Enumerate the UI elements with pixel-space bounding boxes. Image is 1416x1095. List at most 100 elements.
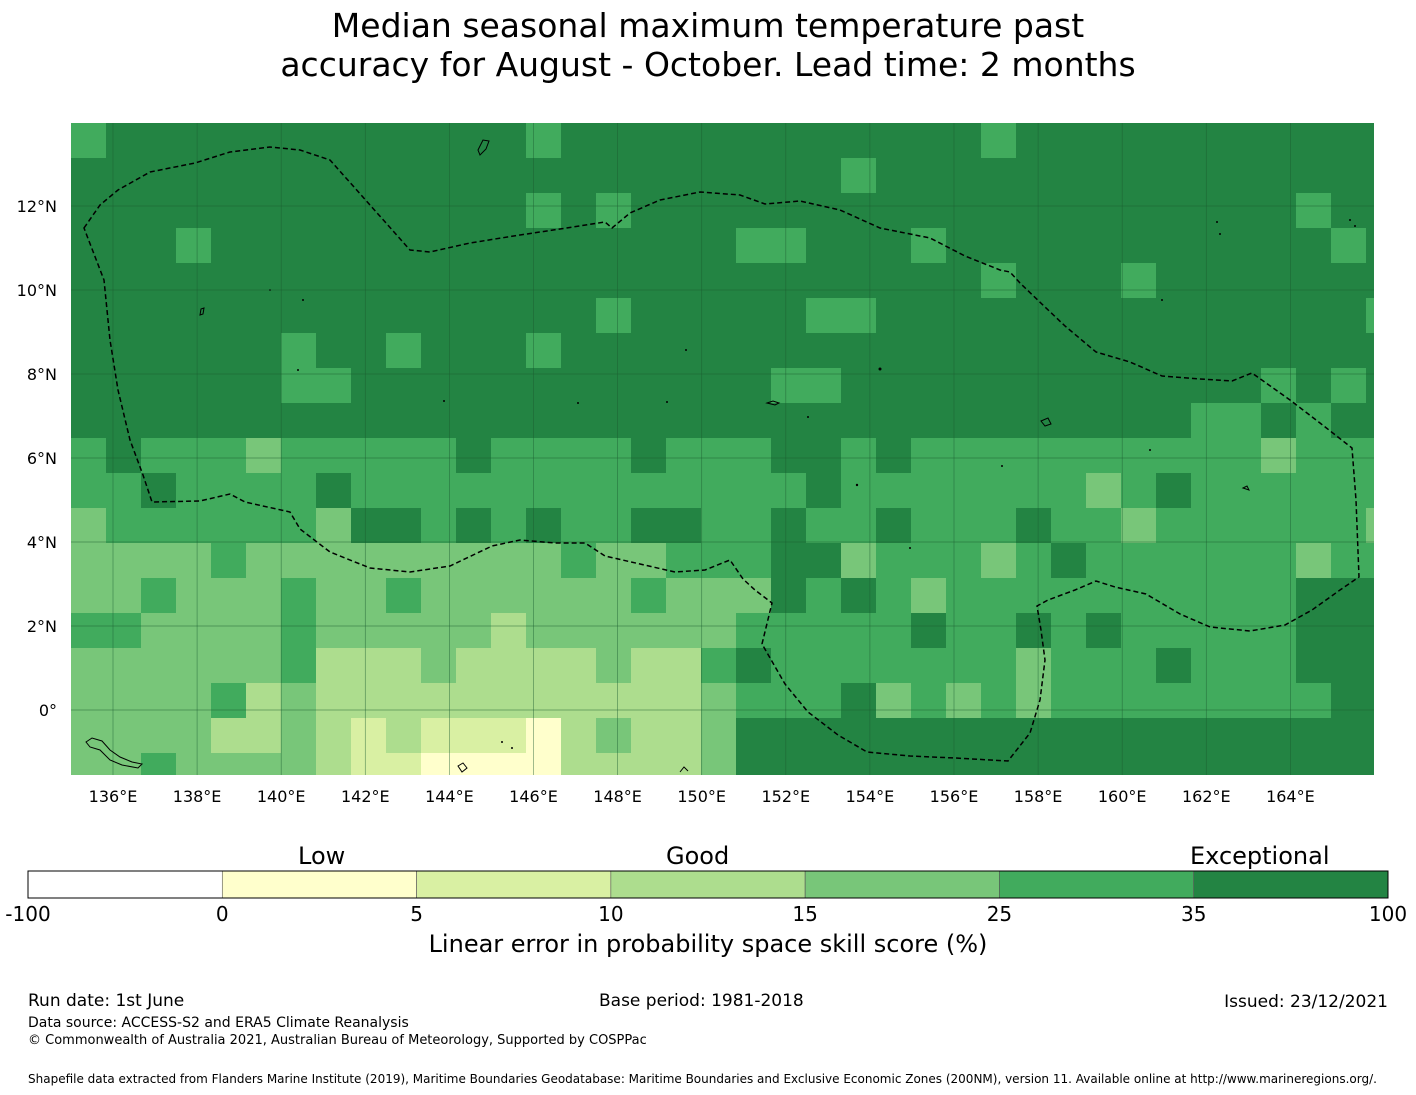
- skill-cell: [246, 403, 282, 439]
- skill-cell: [631, 403, 667, 439]
- skill-cell: [246, 368, 282, 404]
- skill-cell: [316, 228, 352, 264]
- skill-cell: [1296, 123, 1332, 159]
- skill-cell: [1121, 438, 1157, 474]
- skill-cell: [281, 578, 317, 614]
- skill-cell: [1191, 368, 1227, 404]
- skill-cell: [281, 193, 317, 229]
- skill-cell: [1051, 508, 1087, 544]
- skill-cell: [561, 123, 597, 159]
- skill-cell: [841, 543, 877, 579]
- skill-cell: [806, 508, 842, 544]
- skill-cell: [1226, 403, 1262, 439]
- skill-cell: [1086, 718, 1122, 754]
- skill-cell: [1121, 158, 1157, 194]
- skill-cell: [1016, 333, 1052, 369]
- copyright: © Commonwealth of Australia 2021, Austra…: [28, 1033, 647, 1048]
- skill-cell: [281, 123, 317, 159]
- skill-cell: [211, 543, 247, 579]
- skill-cell: [1261, 508, 1297, 544]
- skill-cell: [666, 753, 702, 775]
- skill-cell: [701, 438, 737, 474]
- skill-cell: [386, 578, 422, 614]
- skill-cell: [1051, 718, 1087, 754]
- island-png-coast: [85, 737, 144, 769]
- skill-cell: [1191, 158, 1227, 194]
- skill-cell: [176, 298, 212, 334]
- skill-cell: [176, 403, 212, 439]
- skill-cell: [1121, 753, 1157, 775]
- skill-cell: [841, 158, 877, 194]
- skill-cell: [106, 298, 142, 334]
- skill-cell: [1261, 158, 1297, 194]
- skill-cell: [1086, 473, 1122, 509]
- skill-cell: [1156, 193, 1192, 229]
- skill-cell: [456, 368, 492, 404]
- skill-cell: [981, 123, 1017, 159]
- skill-cell: [1296, 508, 1332, 544]
- skill-cell: [1086, 543, 1122, 579]
- skill-cell: [316, 263, 352, 299]
- skill-cell: [631, 298, 667, 334]
- skill-cell: [1331, 718, 1367, 754]
- skill-cell: [736, 508, 772, 544]
- skill-cell: [316, 613, 352, 649]
- skill-cell: [631, 263, 667, 299]
- skill-cell: [561, 613, 597, 649]
- skill-cell: [526, 473, 562, 509]
- skill-cell: [491, 193, 527, 229]
- skill-cell: [771, 753, 807, 775]
- skill-grid: [71, 123, 1374, 775]
- skill-cell: [281, 683, 317, 719]
- skill-cell: [491, 158, 527, 194]
- skill-cell: [946, 263, 982, 299]
- skill-cell: [771, 613, 807, 649]
- skill-cell: [1156, 438, 1192, 474]
- skill-cell: [1226, 298, 1262, 334]
- skill-cell: [246, 228, 282, 264]
- skill-cell: [456, 473, 492, 509]
- skill-cell: [1191, 228, 1227, 264]
- skill-cell: [106, 753, 142, 775]
- skill-cell: [701, 613, 737, 649]
- skill-cell: [806, 648, 842, 684]
- skill-cell: [176, 438, 212, 474]
- skill-cell: [106, 403, 142, 439]
- skill-cell: [246, 718, 282, 754]
- skill-cell: [1366, 718, 1374, 754]
- skill-cell: [946, 683, 982, 719]
- skill-cell: [666, 193, 702, 229]
- skill-cell: [1366, 508, 1374, 544]
- skill-cell: [666, 263, 702, 299]
- colorbar-bin: [221, 870, 417, 899]
- skill-cell: [1121, 368, 1157, 404]
- title-line-2: accuracy for August - October. Lead time…: [280, 45, 1136, 84]
- skill-cell: [1366, 333, 1374, 369]
- skill-cell: [1156, 718, 1192, 754]
- skill-cell: [596, 718, 632, 754]
- skill-cell: [946, 228, 982, 264]
- skill-cell: [351, 368, 387, 404]
- skill-cell: [771, 648, 807, 684]
- skill-cell: [1156, 613, 1192, 649]
- skill-cell: [316, 438, 352, 474]
- skill-cell: [666, 333, 702, 369]
- skill-cell: [71, 753, 107, 775]
- skill-cell: [316, 508, 352, 544]
- skill-cell: [71, 228, 107, 264]
- skill-cell: [1156, 578, 1192, 614]
- run-date: Run date: 1st June: [28, 991, 185, 1011]
- skill-cell: [1121, 298, 1157, 334]
- skill-cell: [841, 263, 877, 299]
- skill-cell: [701, 333, 737, 369]
- skill-cell: [421, 228, 457, 264]
- skill-cell: [876, 718, 912, 754]
- skill-cell: [141, 543, 177, 579]
- skill-cell: [211, 298, 247, 334]
- skill-cell: [281, 368, 317, 404]
- skill-cell: [316, 473, 352, 509]
- lon-tick-label: 152°E: [761, 787, 810, 806]
- skill-cell: [771, 158, 807, 194]
- skill-cell: [421, 648, 457, 684]
- skill-cell: [736, 648, 772, 684]
